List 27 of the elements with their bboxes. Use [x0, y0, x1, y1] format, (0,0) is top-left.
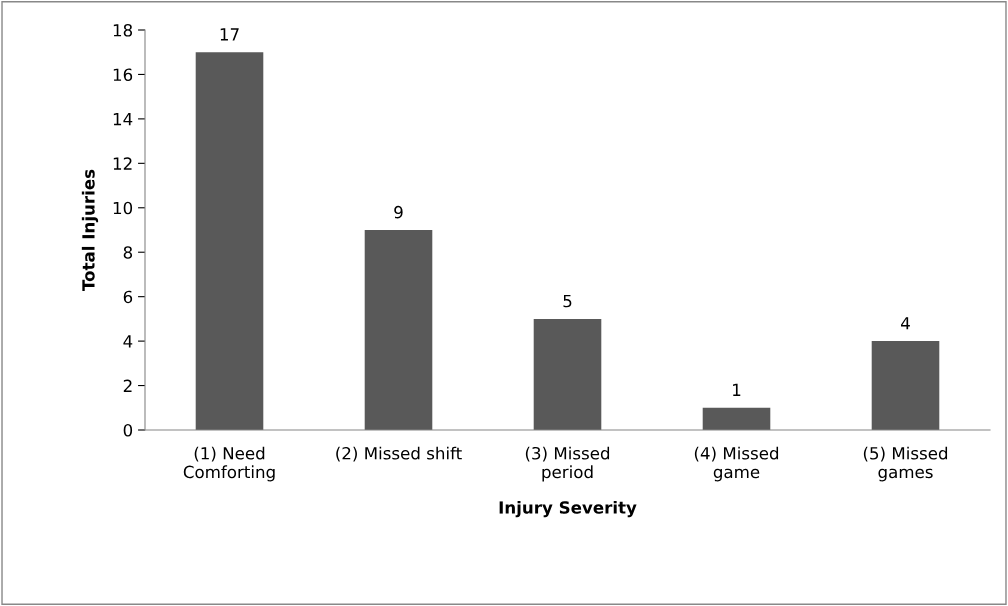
- y-tick-label: 6: [123, 290, 133, 304]
- data-label: 5: [563, 294, 572, 308]
- y-tick-label: 14: [113, 113, 133, 126]
- x-tick-label: (1) Need Comforting: [183, 446, 275, 482]
- y-tick-label: 10: [113, 201, 133, 215]
- y-tick-label: 12: [113, 157, 132, 170]
- bar: [364, 230, 433, 430]
- x-tick-label: (4) Missed game: [694, 446, 779, 482]
- x-tick-label: (5) Missed games: [863, 446, 948, 482]
- y-tick-label: 0: [123, 423, 133, 437]
- bar: [871, 341, 940, 430]
- data-label: 1: [733, 383, 741, 396]
- x-tick-label: (2) Missed shift: [336, 446, 462, 462]
- x-tick-label: (3) Missed period: [525, 446, 610, 482]
- y-axis-title: Total Injuries: [81, 169, 99, 291]
- bar: [533, 318, 602, 430]
- data-label: 4: [901, 317, 910, 330]
- bar: [195, 52, 264, 430]
- y-tick-label: 8: [123, 246, 133, 259]
- data-label: 9: [394, 205, 403, 219]
- x-axis-title: Injury Severity: [499, 500, 637, 518]
- y-tick-label: 4: [123, 335, 133, 348]
- y-tick-label: 16: [113, 68, 133, 82]
- data-label: 17: [220, 28, 239, 41]
- y-tick-label: 2: [123, 379, 132, 392]
- bar: [702, 407, 771, 430]
- y-tick-label: 18: [113, 23, 133, 37]
